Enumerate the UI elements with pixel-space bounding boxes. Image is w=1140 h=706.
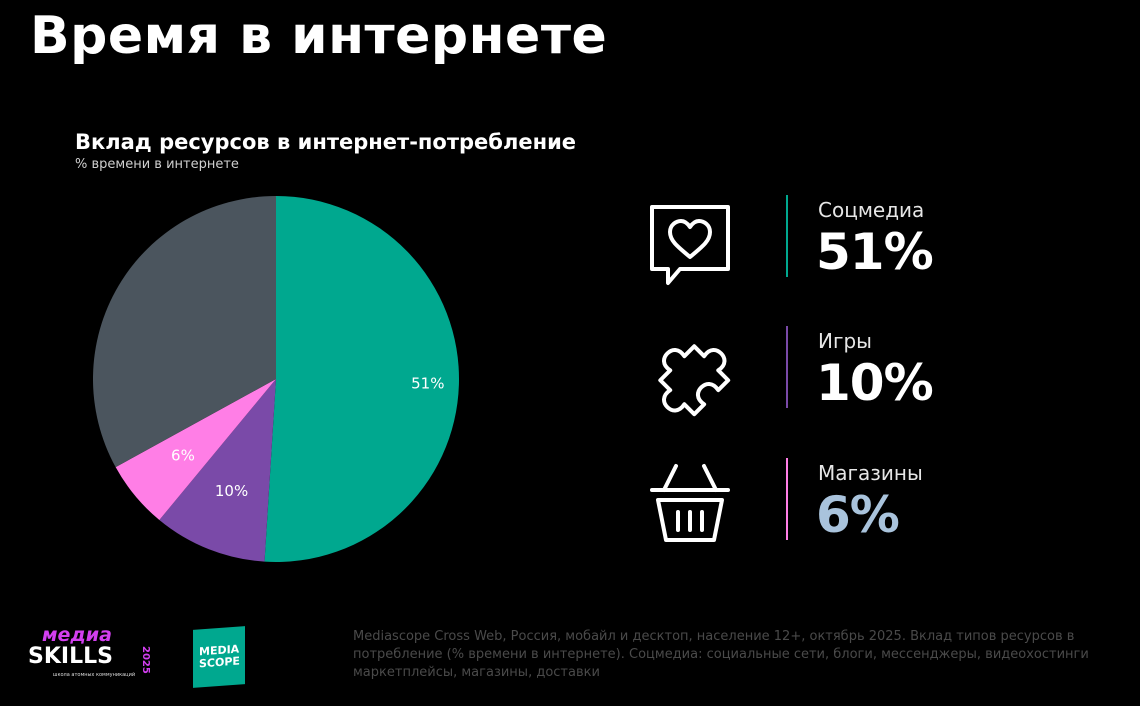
chart-title: Вклад ресурсов в интернет-потребление bbox=[75, 130, 577, 154]
mediascope-logo: MEDIA SCOPE bbox=[193, 626, 245, 688]
pie-slice bbox=[115, 379, 276, 521]
stat-value: 6% bbox=[816, 486, 900, 544]
stat-games: Игры 10% bbox=[640, 326, 960, 426]
pie-slice-label: 10% bbox=[215, 482, 248, 500]
heart-chat-icon bbox=[650, 205, 730, 285]
page-title: Время в интернете bbox=[30, 6, 608, 66]
mediaskills-logo-tagline: школа атомных коммуникаций bbox=[52, 672, 136, 678]
mediaskills-logo-year: 2025 bbox=[140, 646, 151, 674]
mediaskills-logo-top: медиа bbox=[42, 624, 112, 646]
pie-slice-label: 6% bbox=[171, 446, 195, 464]
puzzle-icon bbox=[658, 344, 731, 417]
pie-slice bbox=[264, 196, 460, 562]
pie-chart: 51% 10% 6% bbox=[93, 196, 460, 562]
stat-accent-bar bbox=[786, 195, 788, 277]
pie-slice bbox=[93, 196, 277, 468]
mediaskills-logo-bottom: SKILLS bbox=[28, 644, 113, 669]
stat-shops: Магазины 6% bbox=[640, 458, 960, 558]
mediascope-logo-text: MEDIA SCOPE bbox=[199, 642, 240, 671]
stat-value: 10% bbox=[816, 354, 934, 412]
stat-label: Игры bbox=[818, 329, 872, 353]
stat-label: Магазины bbox=[818, 461, 923, 485]
pie-slice-label: 51% bbox=[411, 374, 444, 392]
stat-value: 51% bbox=[816, 223, 934, 281]
stat-accent-bar bbox=[786, 458, 788, 540]
source-note: Mediascope Cross Web, Россия, мобайл и д… bbox=[353, 628, 1140, 682]
stat-label: Соцмедиа bbox=[818, 198, 925, 222]
pie-slice bbox=[159, 379, 276, 562]
source-line: Mediascope Cross Web, Россия, мобайл и д… bbox=[353, 629, 1075, 644]
basket-icon bbox=[650, 464, 730, 542]
source-line: потребление (% времени в интернете). Соц… bbox=[353, 647, 1089, 662]
stat-accent-bar bbox=[786, 326, 788, 408]
mediaskills-logo: медиа SKILLS 2025 школа атомных коммуник… bbox=[26, 624, 166, 690]
source-line: маркетплейсы, магазины, доставки bbox=[353, 665, 600, 680]
stat-socmedia: Соцмедиа 51% bbox=[640, 195, 960, 295]
chart-subtitle: % времени в интернете bbox=[75, 157, 239, 172]
